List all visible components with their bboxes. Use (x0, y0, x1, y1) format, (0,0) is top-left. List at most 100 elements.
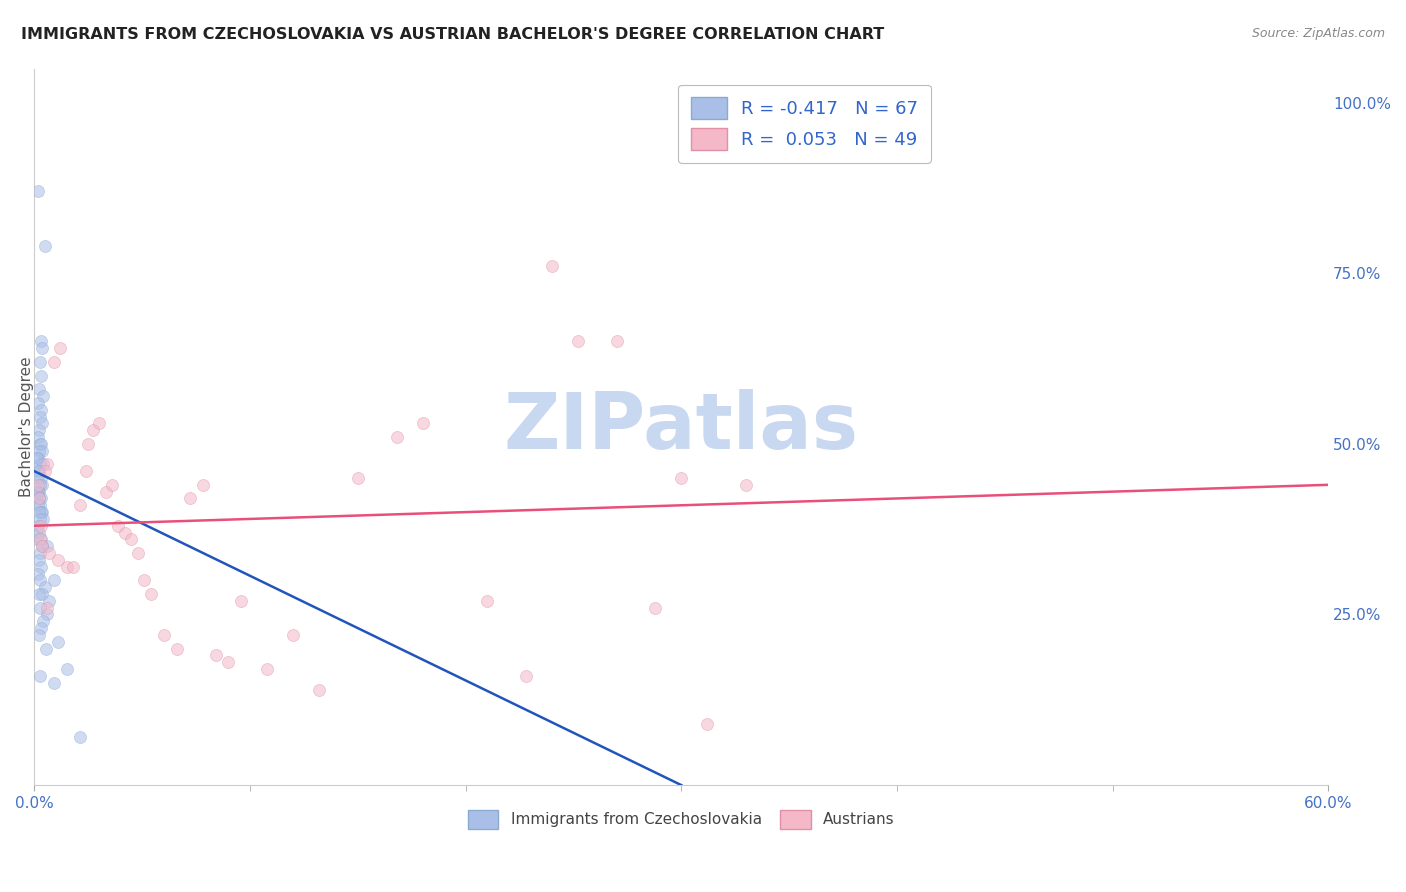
Point (49, 341, 72, 355)
Point (30, 491, 52, 506)
Point (30, 402, 52, 417)
Point (69, 731, 91, 745)
Point (28, 505, 51, 519)
Point (28, 491, 51, 506)
Point (27, 478, 49, 492)
Point (31, 539, 53, 553)
Point (735, 478, 758, 492)
Point (27, 450, 49, 465)
Text: ZIPatlas: ZIPatlas (503, 389, 859, 465)
Point (152, 628, 174, 642)
Point (139, 587, 162, 601)
Point (31, 341, 53, 355)
Point (541, 260, 564, 274)
Point (28, 355, 51, 369)
Point (46, 553, 69, 567)
Point (30, 334, 52, 349)
Point (32, 458, 55, 472)
Point (28, 669, 51, 683)
Point (30, 368, 52, 383)
Point (28, 484, 51, 499)
Point (37, 600, 59, 615)
Point (35, 641, 58, 656)
Point (127, 546, 149, 560)
Point (101, 478, 124, 492)
Point (42, 355, 65, 369)
Point (28, 458, 51, 472)
Point (231, 594, 253, 608)
Point (217, 655, 239, 669)
Point (27, 430, 49, 444)
Point (28, 382, 51, 396)
Point (31, 478, 53, 492)
Point (32, 512, 55, 526)
Point (31, 505, 53, 519)
Point (30, 559, 52, 574)
Text: Source: ZipAtlas.com: Source: ZipAtlas.com (1251, 27, 1385, 40)
Point (37, 539, 59, 553)
Point (31, 539, 53, 553)
Point (37, 607, 59, 622)
Point (62, 559, 84, 574)
Point (28, 600, 51, 615)
Point (30, 471, 52, 485)
Point (671, 471, 693, 485)
Point (28, 587, 51, 601)
Point (107, 518, 129, 533)
Point (42, 574, 65, 588)
Point (77, 437, 100, 451)
Point (27, 518, 49, 533)
Point (31, 587, 53, 601)
Point (28, 478, 51, 492)
Text: IMMIGRANTS FROM CZECHOSLOVAKIA VS AUSTRIAN BACHELOR'S DEGREE CORRELATION CHART: IMMIGRANTS FROM CZECHOSLOVAKIA VS AUSTRI… (21, 27, 884, 42)
Point (28, 574, 51, 588)
Point (27, 566, 49, 581)
Point (28, 628, 51, 642)
Point (696, 716, 718, 731)
Point (37, 458, 59, 472)
Point (34, 239, 56, 253)
Point (69, 498, 91, 512)
Point (30, 437, 52, 451)
Point (30, 621, 52, 635)
Point (281, 628, 304, 642)
Point (114, 525, 136, 540)
Point (30, 533, 52, 547)
Point (166, 641, 188, 656)
Point (32, 615, 55, 629)
Point (38, 594, 60, 608)
Point (32, 389, 55, 403)
Point (34, 464, 56, 478)
Point (27, 185, 49, 199)
Point (28, 553, 51, 567)
Point (191, 478, 214, 492)
Point (38, 546, 60, 560)
Point (25, 471, 48, 485)
Point (27, 484, 49, 499)
Point (515, 669, 537, 683)
Point (87, 417, 110, 431)
Point (385, 430, 408, 444)
Point (30, 518, 52, 533)
Point (308, 682, 330, 697)
Legend: Immigrants from Czechoslovakia, Austrians: Immigrants from Czechoslovakia, Austrian… (461, 804, 901, 835)
Point (179, 491, 201, 506)
Point (28, 443, 51, 458)
Point (412, 417, 434, 431)
Point (30, 505, 52, 519)
Point (25, 450, 48, 465)
Point (82, 423, 104, 437)
Point (28, 498, 51, 512)
Y-axis label: Bachelor's Degree: Bachelor's Degree (18, 357, 34, 497)
Point (25, 533, 48, 547)
Point (28, 533, 51, 547)
Point (644, 600, 666, 615)
Point (606, 334, 628, 349)
Point (477, 594, 499, 608)
Point (204, 648, 226, 663)
Point (346, 471, 368, 485)
Point (28, 546, 51, 560)
Point (94, 484, 117, 499)
Point (25, 484, 48, 499)
Point (567, 334, 589, 349)
